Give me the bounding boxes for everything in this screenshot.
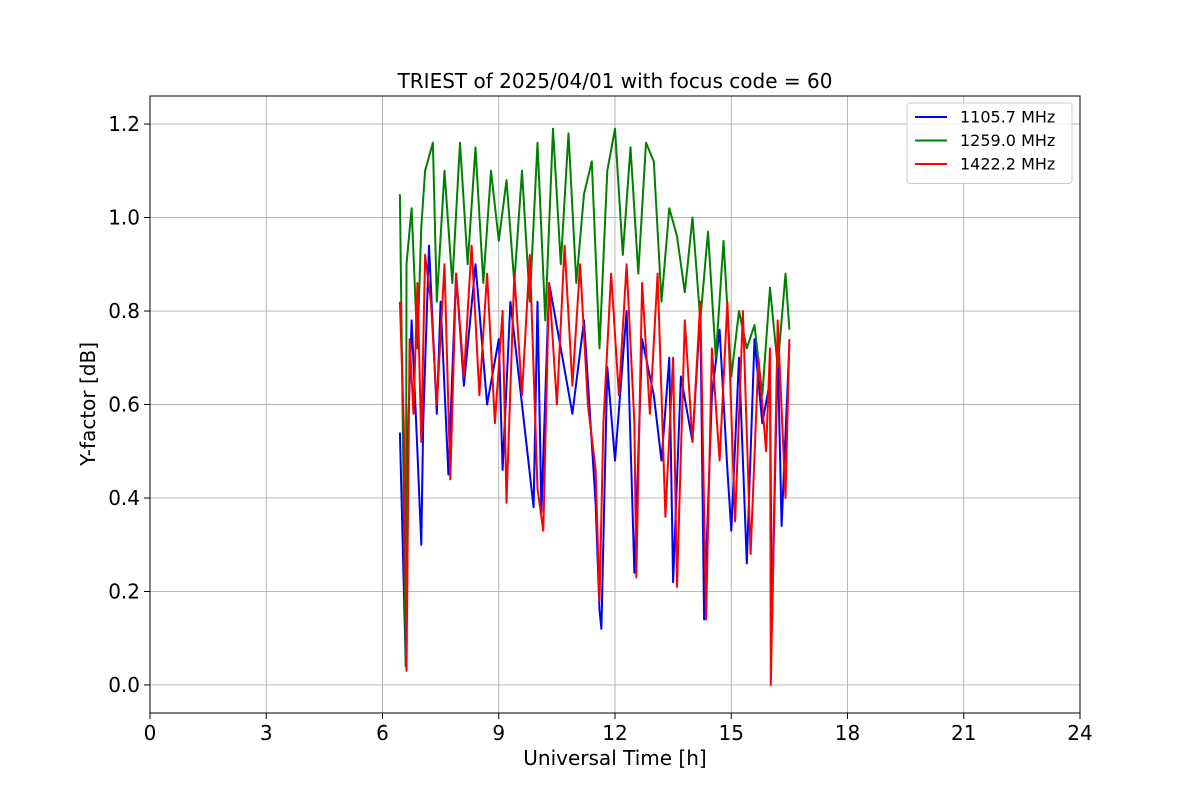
series-line-1105-7-mhz — [398, 244, 791, 668]
x-tick-label: 24 — [1067, 721, 1092, 745]
x-axis-label: Universal Time [h] — [523, 746, 706, 770]
y-axis-label: Y-factor [dB] — [76, 342, 100, 467]
x-tick-label: 21 — [951, 721, 976, 745]
y-tick-label: 0.0 — [108, 673, 140, 697]
y-tick-label: 0.2 — [108, 579, 140, 603]
x-tick-label: 6 — [376, 721, 389, 745]
x-tick-label: 0 — [144, 721, 157, 745]
x-tick-label: 18 — [835, 721, 860, 745]
y-tick-label: 0.8 — [108, 299, 140, 323]
legend-label: 1422.2 MHz — [960, 155, 1055, 174]
y-tick-label: 1.0 — [108, 206, 140, 230]
legend-box — [906, 102, 1073, 184]
series-line-1422-2-mhz — [398, 244, 791, 686]
axis-ticks: 0 3 6 9 12 15 18 21 24 0.0 0.2 0.4 0.6 0.8 1.0 1.2 — [108, 112, 1093, 745]
series-line-1259-0-mhz — [398, 127, 791, 668]
y-tick-label: 0.6 — [108, 393, 140, 417]
chart-title: TRIEST of 2025/04/01 with focus code = 6… — [397, 69, 833, 93]
x-tick-label: 15 — [719, 721, 744, 745]
plot-series — [398, 127, 791, 686]
y-tick-label: 0.4 — [108, 486, 140, 510]
x-tick-label: 12 — [602, 721, 627, 745]
legend-label: 1259.0 MHz — [960, 131, 1055, 150]
x-tick-label: 9 — [492, 721, 505, 745]
y-tick-label: 1.2 — [108, 112, 140, 136]
legend: 1105.7 MHz 1259.0 MHz 1422.2 MHz — [906, 102, 1073, 184]
legend-label: 1105.7 MHz — [960, 108, 1055, 127]
x-tick-label: 3 — [260, 721, 273, 745]
